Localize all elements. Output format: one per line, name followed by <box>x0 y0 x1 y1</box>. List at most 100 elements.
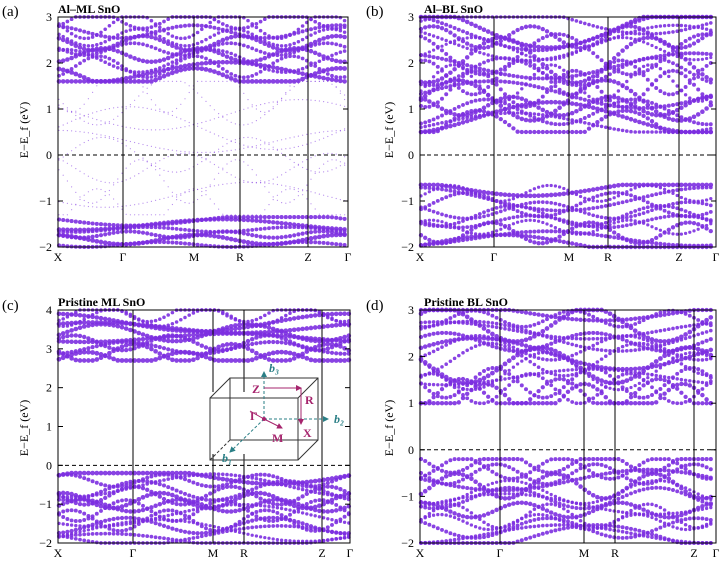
band-point <box>281 152 283 154</box>
band-point <box>289 137 291 139</box>
band-point <box>102 316 108 322</box>
band-point <box>205 190 207 192</box>
band-point <box>92 91 94 93</box>
band-point <box>591 195 596 200</box>
band-point <box>283 240 289 246</box>
band-point <box>115 230 120 235</box>
band-point <box>423 90 428 95</box>
band-point <box>255 147 257 149</box>
band-point <box>254 324 259 329</box>
band-point <box>289 89 291 91</box>
band-point <box>216 230 221 234</box>
band-point <box>524 53 528 57</box>
band-point <box>167 149 169 151</box>
band-point <box>308 325 314 331</box>
band-point <box>536 98 541 103</box>
band-point <box>275 349 280 355</box>
band-point <box>142 91 144 93</box>
band-point <box>667 189 671 193</box>
band-point <box>220 343 226 348</box>
band-point <box>284 313 288 318</box>
band-point <box>583 121 587 125</box>
band-point <box>708 122 713 127</box>
band-point <box>171 128 173 130</box>
band-point <box>149 534 154 539</box>
band-point <box>616 69 621 74</box>
band-point <box>540 76 545 81</box>
band-point <box>645 122 651 127</box>
k-label: Γ <box>345 250 352 264</box>
band-point <box>262 241 268 247</box>
band-point <box>620 182 625 188</box>
band-point <box>641 198 646 203</box>
band-point <box>306 184 308 186</box>
band-point <box>158 34 162 39</box>
band-point <box>633 37 637 41</box>
band-point <box>473 98 478 103</box>
band-point <box>448 184 453 190</box>
band-point <box>633 219 637 223</box>
band-point <box>159 80 161 82</box>
band-point <box>243 137 245 139</box>
band-point <box>99 531 103 536</box>
band-point <box>113 118 115 120</box>
band-point <box>249 79 255 84</box>
band-point <box>83 131 85 133</box>
band-point <box>115 241 121 247</box>
band-point <box>157 233 162 238</box>
band-point <box>452 59 457 64</box>
band-point <box>187 234 192 239</box>
band-point <box>221 311 225 316</box>
band-point <box>524 105 528 109</box>
band-point <box>591 111 596 116</box>
band-point <box>291 333 297 339</box>
band-point <box>624 223 629 228</box>
band-point <box>544 236 550 242</box>
y-tick-label: 2 <box>46 56 52 70</box>
band-point <box>595 54 600 59</box>
band-point <box>115 36 120 40</box>
band-point <box>159 160 161 162</box>
band-point <box>692 229 696 233</box>
band-point <box>66 153 68 155</box>
band-point <box>103 531 108 536</box>
band-point <box>287 357 293 363</box>
band-point <box>241 228 246 233</box>
band-point <box>222 116 224 118</box>
band-point <box>679 195 684 200</box>
band-point <box>633 110 638 115</box>
band-point <box>260 182 262 184</box>
band-point <box>150 99 152 101</box>
band-point <box>440 81 444 86</box>
band-point <box>633 31 637 36</box>
band-point <box>140 79 146 84</box>
band-point <box>188 125 190 127</box>
band-point <box>297 80 299 82</box>
band-point <box>195 65 201 71</box>
band-point <box>683 39 688 43</box>
band-point <box>599 117 604 122</box>
band-point <box>692 199 696 203</box>
band-point <box>662 24 667 28</box>
band-point <box>61 21 66 26</box>
band-point <box>654 62 659 67</box>
band-point <box>302 161 304 163</box>
band-point <box>515 214 520 219</box>
band-point <box>587 224 591 228</box>
band-point <box>696 87 701 92</box>
band-point <box>104 135 106 137</box>
band-point <box>308 73 314 78</box>
band-point <box>653 109 659 114</box>
band-point <box>620 33 625 37</box>
band-point <box>482 37 486 42</box>
band-point <box>435 127 441 132</box>
band-point <box>258 57 263 62</box>
band-point <box>511 80 516 85</box>
band-point <box>204 523 208 527</box>
band-point <box>170 60 175 64</box>
band-point <box>586 71 592 76</box>
band-point <box>658 228 663 232</box>
band-point <box>448 40 453 44</box>
band-point <box>176 196 178 198</box>
band-point <box>553 192 558 198</box>
